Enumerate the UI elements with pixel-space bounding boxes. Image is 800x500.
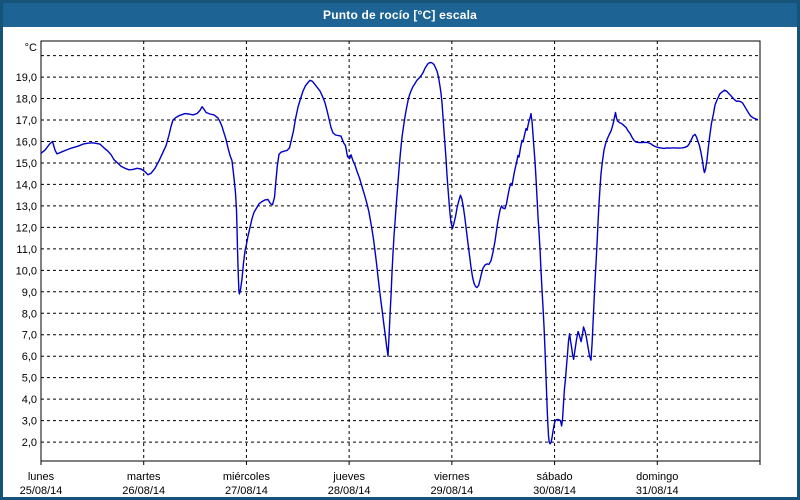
x-tick-day-label: sábado xyxy=(537,471,573,483)
y-tick-label: 19,0 xyxy=(16,72,37,84)
y-tick-label: 7,0 xyxy=(22,330,37,342)
dewpoint-line-chart: 19,0 18,0 17,0 16,0 15,0 14,0 13,0 12,0 11,0 10,0… xyxy=(16,40,761,497)
y-tick-label: 12,0 xyxy=(16,222,37,234)
y-tick-label: 8,0 xyxy=(22,308,37,320)
x-tick-day-label: martes xyxy=(127,471,161,483)
y-tick-label: 5,0 xyxy=(22,373,37,385)
y-tick-label: 10,0 xyxy=(16,265,37,277)
y-tick-label: 16,0 xyxy=(16,136,37,148)
x-tick-date-label: 25/08/14 xyxy=(20,485,63,497)
x-tick-date-label: 30/08/14 xyxy=(533,485,576,497)
x-tick-date-label: 28/08/14 xyxy=(328,485,371,497)
y-tick-label: 4,0 xyxy=(22,394,37,406)
chart-title: Punto de rocío [°C] escala xyxy=(322,8,478,22)
x-tick-day-label: miércoles xyxy=(223,471,271,483)
y-axis-unit-label: °C xyxy=(25,42,37,54)
y-tick-label: 13,0 xyxy=(16,201,37,213)
x-tick-date-label: 31/08/14 xyxy=(636,485,679,497)
x-tick-date-label: 29/08/14 xyxy=(430,485,473,497)
y-tick-label: 3,0 xyxy=(22,416,37,428)
x-tick-day-label: viernes xyxy=(434,471,470,483)
y-tick-label: 2,0 xyxy=(22,437,37,449)
dewpoint-series-line xyxy=(40,61,759,445)
x-tick-day-label: domingo xyxy=(636,471,678,483)
y-tick-label: 6,0 xyxy=(22,351,37,363)
x-tick-day-label: jueves xyxy=(332,471,365,483)
y-tick-label: 11,0 xyxy=(16,244,37,256)
x-tick-day-label: lunes xyxy=(28,471,55,483)
y-tick-label: 15,0 xyxy=(16,158,37,170)
y-tick-label: 17,0 xyxy=(16,115,37,127)
y-tick-label: 9,0 xyxy=(22,287,37,299)
x-tick-date-label: 26/08/14 xyxy=(122,485,165,497)
y-tick-label: 18,0 xyxy=(16,94,37,106)
plot-border xyxy=(40,40,761,462)
x-tick-date-label: 27/08/14 xyxy=(225,485,268,497)
chart-title-bar: Punto de rocío [°C] escala xyxy=(3,3,797,27)
y-tick-label: 14,0 xyxy=(16,179,37,191)
